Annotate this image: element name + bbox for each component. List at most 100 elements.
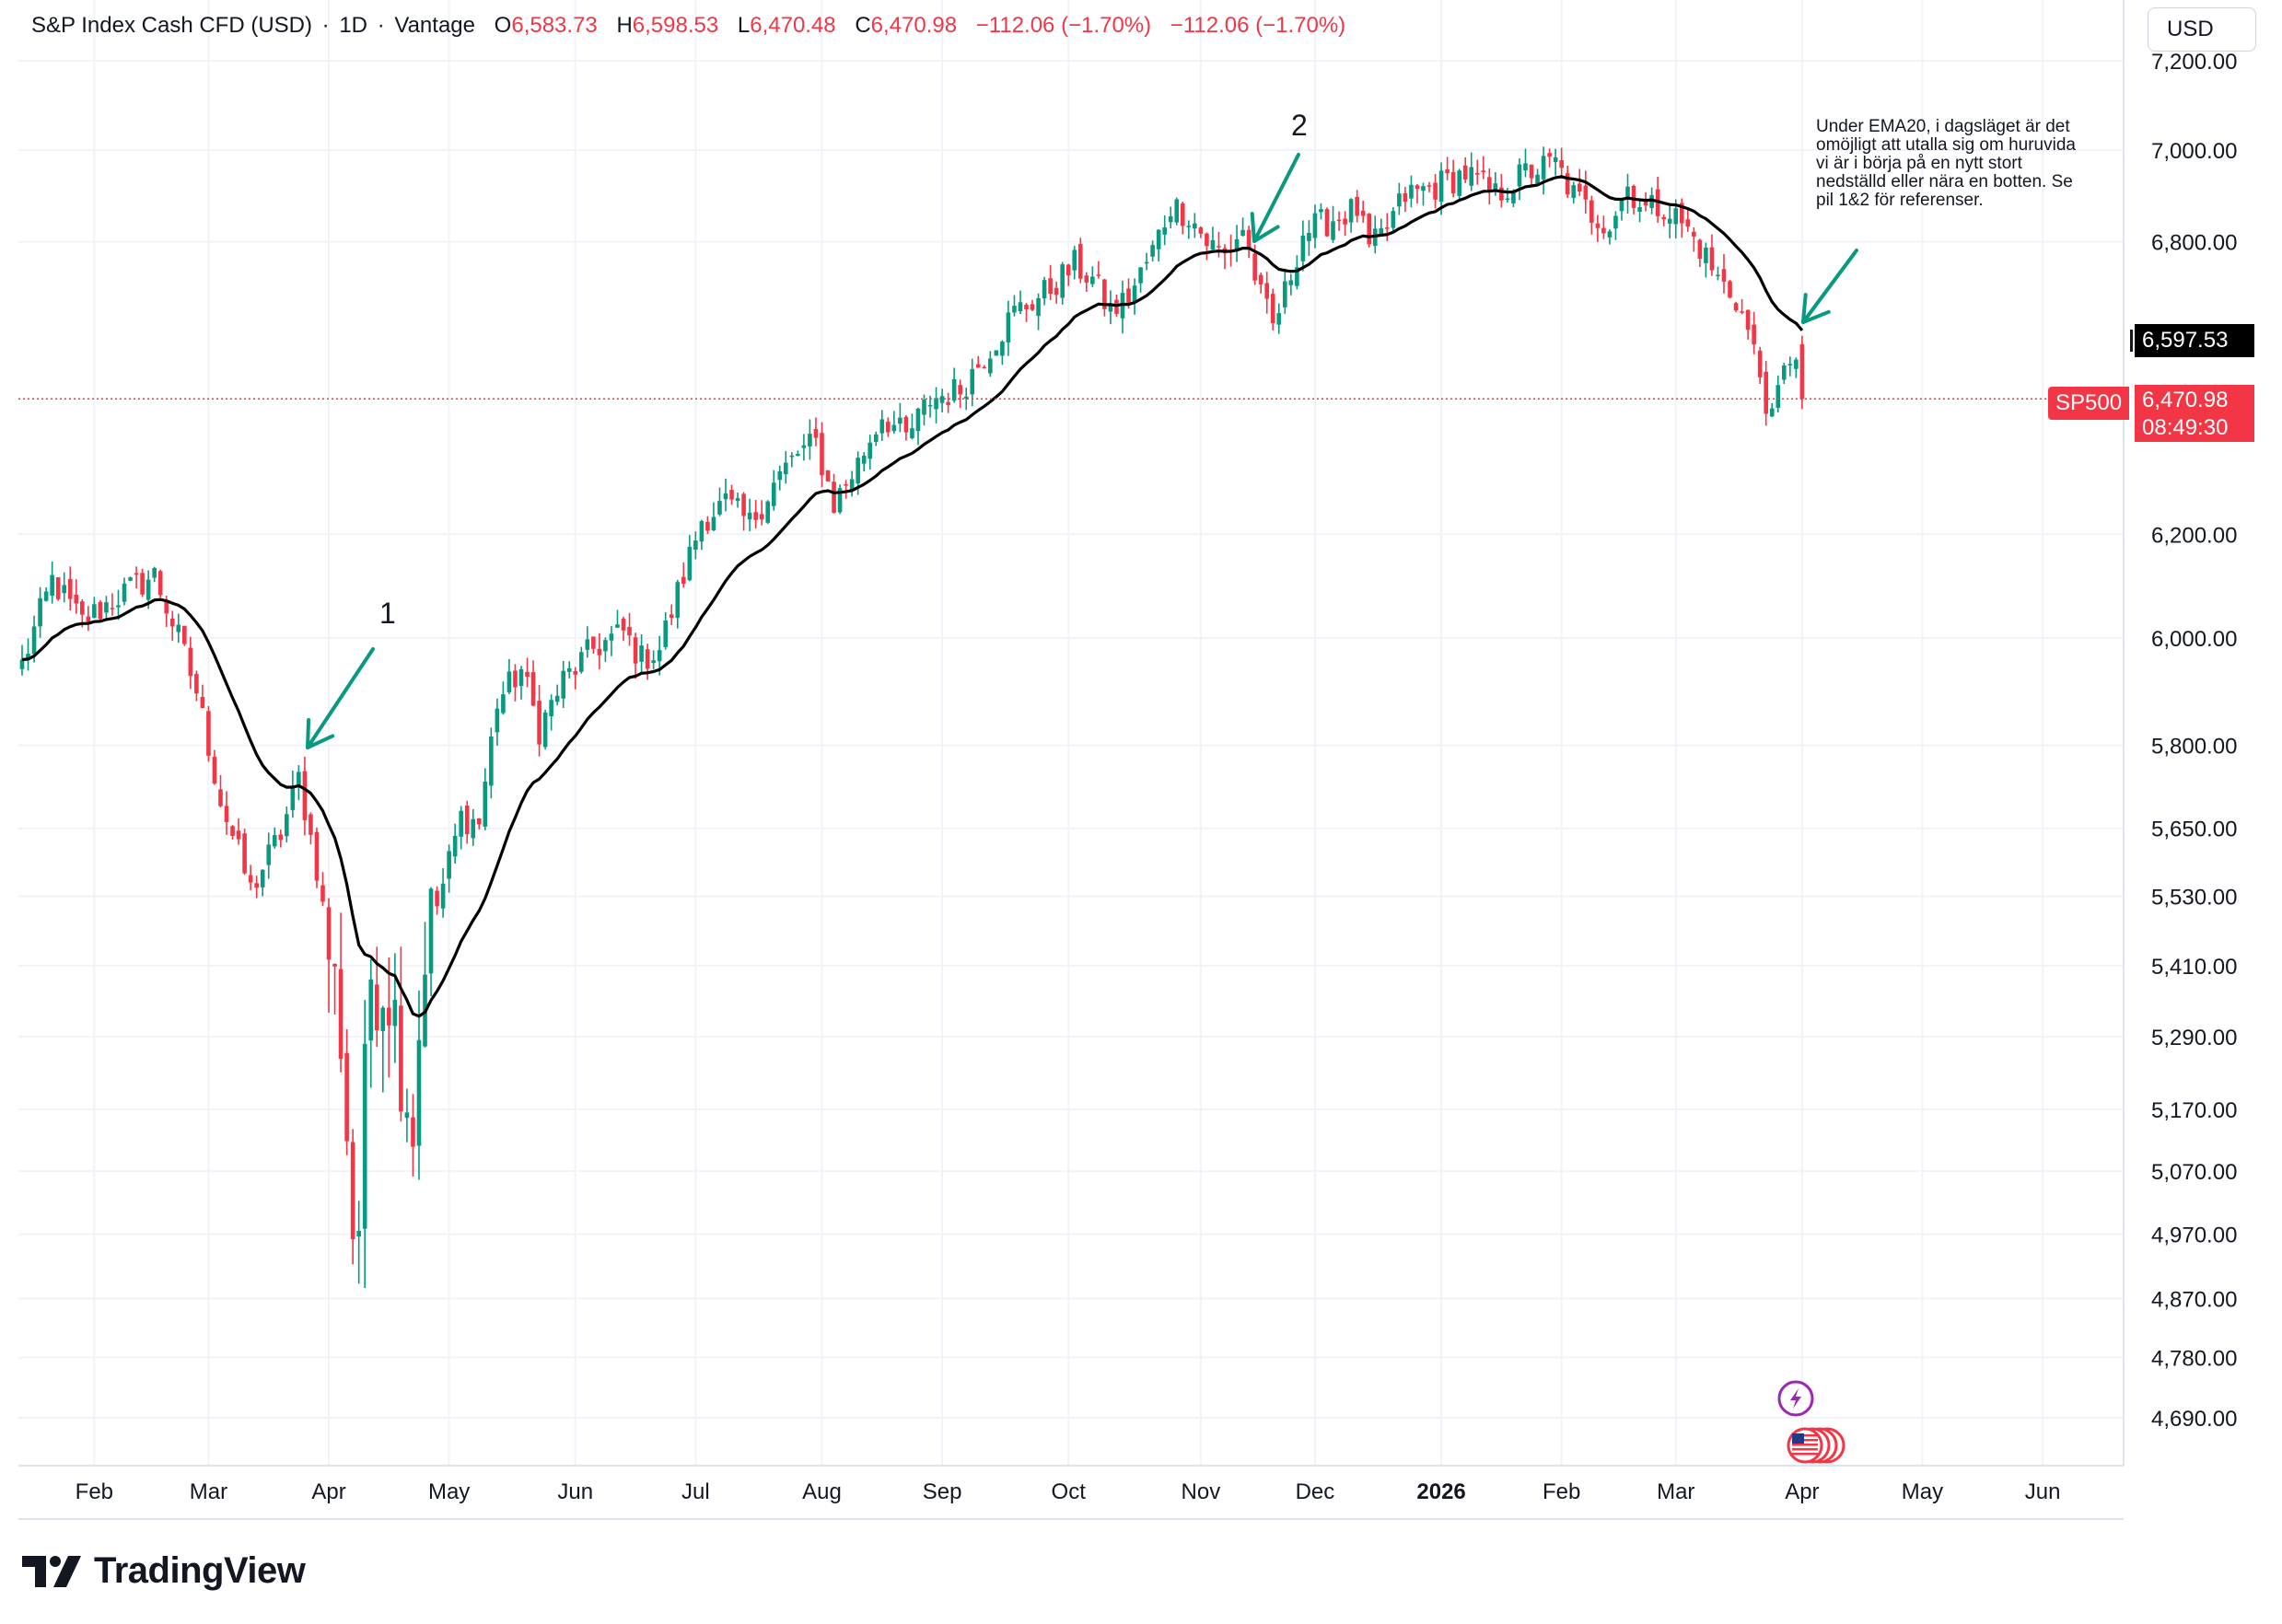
candle-body bbox=[278, 834, 284, 841]
candle-body bbox=[1499, 187, 1504, 201]
candle-body bbox=[314, 831, 320, 881]
currency-button[interactable]: USD bbox=[2148, 7, 2256, 52]
time-tick-label: May bbox=[1902, 1479, 1943, 1504]
candle-body bbox=[1721, 269, 1727, 282]
candle-body bbox=[1397, 193, 1402, 207]
candle-body bbox=[1006, 312, 1011, 342]
candle-body bbox=[1379, 227, 1384, 235]
grid-lines bbox=[18, 0, 2124, 1466]
candle-body bbox=[140, 573, 145, 595]
price-tick-label: 7,200.00 bbox=[2151, 50, 2237, 75]
time-tick-label: Feb bbox=[1543, 1479, 1580, 1504]
candle-body bbox=[1565, 173, 1570, 195]
candle-body bbox=[188, 647, 193, 677]
candle-body bbox=[218, 789, 223, 806]
candle-body bbox=[1348, 199, 1354, 223]
candle-body bbox=[1030, 304, 1035, 310]
candle-body bbox=[1481, 170, 1486, 173]
candle-body bbox=[723, 493, 728, 500]
candle-body bbox=[988, 358, 993, 374]
candle-body bbox=[639, 645, 644, 662]
last-price-value: 6,470.98 bbox=[2142, 388, 2229, 412]
candle-body bbox=[825, 470, 831, 481]
arrow-2-label: 2 bbox=[1291, 109, 1308, 142]
close-value: 6,470.98 bbox=[870, 13, 958, 38]
candle-body bbox=[464, 806, 470, 835]
candle-body bbox=[796, 454, 800, 457]
candle-body bbox=[699, 521, 704, 542]
tradingview-logo[interactable]: TradingView bbox=[22, 1550, 306, 1592]
high-value: 6,598.53 bbox=[632, 13, 719, 38]
candle-body bbox=[566, 667, 572, 672]
candle-body bbox=[1799, 343, 1805, 400]
candle-body bbox=[1619, 199, 1624, 212]
broker-label: Vantage bbox=[394, 13, 475, 38]
candle-body bbox=[1150, 245, 1155, 257]
candle-body bbox=[254, 883, 259, 888]
time-axis[interactable]: Feb Mar Apr May Jun Jul Aug Sep Oct Nov Dec 2026 Feb… bbox=[76, 1479, 2061, 1504]
candle-body bbox=[994, 350, 999, 356]
price-tick-label: 6,800.00 bbox=[2151, 231, 2237, 256]
candle-body bbox=[1312, 213, 1318, 238]
candle-body bbox=[820, 433, 824, 476]
candle-body bbox=[651, 660, 656, 664]
candle-body bbox=[1048, 278, 1053, 295]
candle-body bbox=[927, 404, 933, 407]
candle-body bbox=[832, 481, 836, 514]
us-flag-stripe bbox=[1792, 1439, 1818, 1442]
candle-body bbox=[627, 626, 632, 636]
candle-body bbox=[26, 654, 30, 660]
candle-body bbox=[513, 670, 518, 688]
price-tick-label: 5,650.00 bbox=[2151, 818, 2237, 842]
price-tick-label: 5,410.00 bbox=[2151, 955, 2237, 980]
candle-body bbox=[849, 479, 855, 491]
low-value: 6,470.48 bbox=[750, 13, 836, 38]
candle-body bbox=[711, 516, 716, 531]
candle-body bbox=[1084, 275, 1089, 283]
price-tick-label: 5,170.00 bbox=[2151, 1098, 2237, 1123]
candle-body bbox=[1505, 198, 1510, 200]
candle-body bbox=[1631, 185, 1636, 208]
candle-body bbox=[1090, 276, 1095, 284]
candle-body bbox=[495, 708, 500, 733]
candle-body bbox=[856, 458, 860, 484]
candle-body bbox=[747, 512, 752, 520]
candle-body bbox=[1409, 184, 1414, 199]
candle-body bbox=[591, 636, 596, 649]
price-tick-label: 4,970.00 bbox=[2151, 1224, 2237, 1248]
symbol-title[interactable]: S&P Index Cash CFD (USD) bbox=[31, 13, 312, 38]
interval-label[interactable]: 1D bbox=[339, 13, 368, 38]
candle-body bbox=[285, 814, 289, 837]
candle-body bbox=[837, 488, 843, 513]
candle-body bbox=[1355, 196, 1359, 216]
candle-body bbox=[452, 835, 458, 857]
candle-body bbox=[753, 512, 758, 520]
candle-body bbox=[86, 616, 91, 623]
time-tick-label: Mar bbox=[1657, 1479, 1694, 1504]
candle-body bbox=[62, 585, 67, 594]
candle-body bbox=[735, 498, 740, 502]
candle-body bbox=[55, 577, 61, 599]
candle-body bbox=[182, 625, 187, 644]
candle-body bbox=[1764, 371, 1768, 414]
candle-body bbox=[530, 672, 536, 706]
ema20-path bbox=[21, 175, 1804, 1018]
candle-body bbox=[362, 1043, 367, 1229]
candle-body bbox=[1270, 294, 1275, 323]
candle-body bbox=[681, 576, 686, 585]
price-tick-label: 4,690.00 bbox=[2151, 1407, 2237, 1432]
candle-body bbox=[435, 890, 439, 907]
candle-body bbox=[128, 577, 133, 581]
candle-body bbox=[387, 1007, 391, 1026]
price-axis[interactable]: 7,200.00 7,000.00 6,800.00 6,200.00 6,000.00… bbox=[2151, 50, 2237, 1432]
candle-body bbox=[573, 670, 578, 675]
candle-body bbox=[236, 830, 241, 840]
candle-body bbox=[1193, 223, 1197, 229]
candle-body bbox=[1643, 201, 1648, 206]
candle-body bbox=[92, 604, 97, 619]
candle-body bbox=[1324, 209, 1330, 237]
arrow-2-shaft bbox=[1252, 153, 1300, 243]
candle-body bbox=[669, 614, 674, 619]
candle-body bbox=[609, 633, 614, 641]
